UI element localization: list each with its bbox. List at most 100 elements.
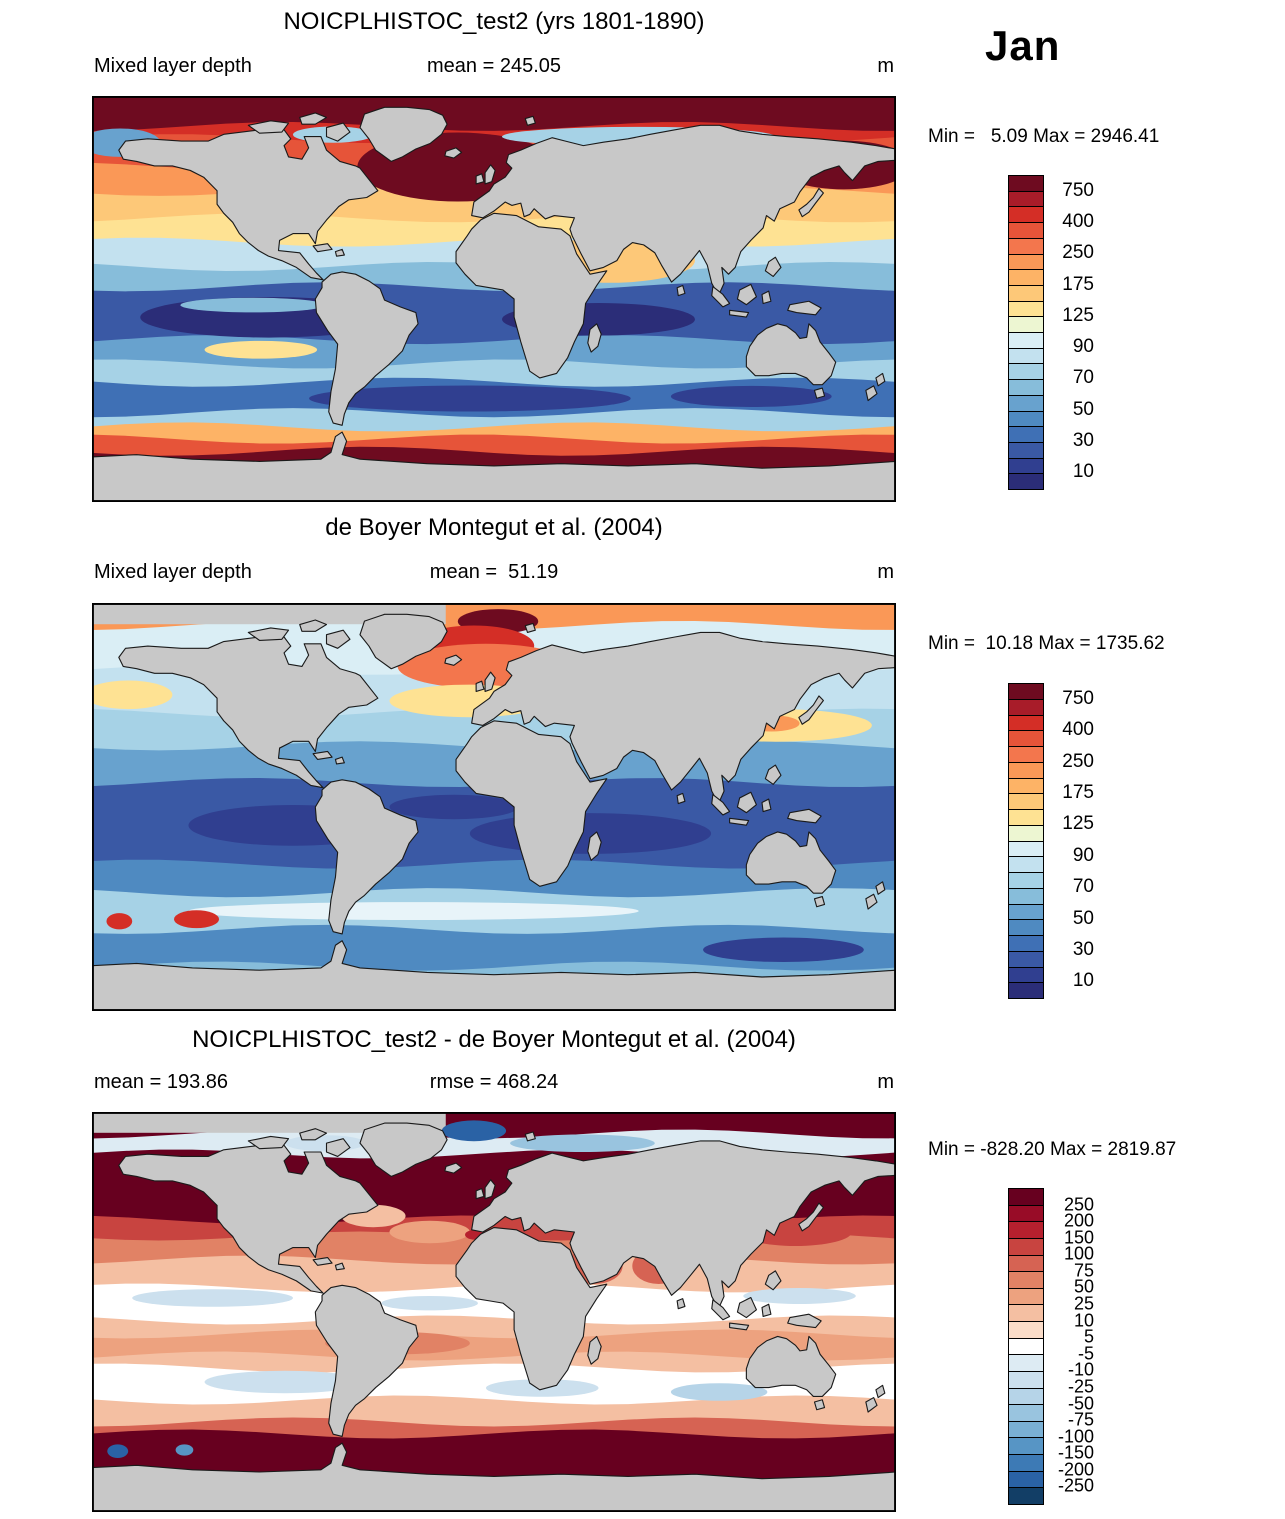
panel-model-stats-row: Mixed layer depth mean = 245.05 m	[92, 55, 896, 81]
colorbar-tick-label: 100	[1063, 1243, 1094, 1264]
colorbar-segment	[1009, 793, 1043, 809]
colorbar-segment	[1009, 1304, 1043, 1321]
colorbar-tick-label: 400	[1062, 719, 1094, 741]
colorbar-tick-label: 125	[1062, 304, 1094, 326]
colorbar-segment	[1009, 982, 1043, 998]
mean-label: mean = 193.86	[94, 1071, 228, 1093]
colorbar-tick-label: -200	[1057, 1459, 1094, 1480]
map-model	[92, 96, 896, 502]
colorbar-segment	[1009, 872, 1043, 888]
colorbar-segment	[1009, 206, 1043, 223]
colorbar-segment	[1009, 332, 1043, 348]
colorbar-segment	[1009, 1271, 1043, 1288]
colorbar-segment	[1009, 426, 1043, 442]
colorbar-tick-label: 70	[1072, 876, 1094, 898]
colorbar-segment	[1009, 1254, 1043, 1272]
colorbar-tick-label: 50	[1073, 1276, 1094, 1297]
mean-label: mean = 51.19	[429, 561, 559, 583]
field-label: Mixed layer depth	[94, 561, 252, 583]
colorbar-tick-label: -250	[1057, 1475, 1094, 1496]
colorbar-tick-label: -100	[1057, 1426, 1094, 1447]
colorbar-segment	[1009, 253, 1043, 270]
colorbar-segment	[1009, 698, 1043, 715]
colorbar-tick-label: 50	[1072, 907, 1094, 929]
panel-obs-stats-row: Mixed layer depth mean = 51.19 m	[92, 561, 896, 587]
colorbar-tick-label: -25	[1067, 1376, 1094, 1397]
colorbar-segment	[1009, 190, 1043, 207]
colorbar-tick-label: 70	[1072, 367, 1094, 389]
colorbar-tick-label: 250	[1062, 242, 1094, 264]
minmax-diff-label: Min = -828.20 Max = 2819.87	[928, 1139, 1177, 1160]
colorbar-segment	[1009, 746, 1043, 762]
colorbar-tick-label: 175	[1062, 781, 1094, 803]
colorbar-tick-label: 150	[1063, 1227, 1094, 1248]
colorbar-diff	[1008, 1188, 1044, 1505]
colorbar-tick-label: 90	[1072, 336, 1094, 358]
colorbar-segment	[1009, 237, 1043, 254]
colorbar-tick-label: 250	[1062, 750, 1094, 772]
continents-layer	[92, 1122, 896, 1512]
colorbar-segment	[1009, 1337, 1043, 1355]
colorbar-segment	[1009, 730, 1043, 746]
unit-label: m	[877, 561, 894, 583]
colorbar-segment	[1009, 809, 1043, 825]
colorbar-segment	[1009, 777, 1043, 794]
colorbar-tick-label: 5	[1083, 1326, 1094, 1347]
colorbar-segment	[1009, 316, 1043, 333]
colorbar-segment	[1009, 1437, 1043, 1454]
colorbar-segment	[1009, 457, 1043, 474]
panel-diff-title: NOICPLHISTOC_test2 - de Boyer Montegut e…	[192, 1026, 796, 1053]
colorbar-segment	[1009, 176, 1043, 191]
colorbar-segment	[1009, 363, 1043, 380]
colorbar-segment	[1009, 300, 1043, 317]
panel-obs-title: de Boyer Montegut et al. (2004)	[325, 514, 663, 541]
colorbar-obs	[1008, 683, 1044, 999]
colorbar-segment	[1009, 714, 1043, 731]
colorbar-segment	[1009, 1354, 1043, 1371]
colorbar-tick-label: 750	[1062, 687, 1094, 709]
colorbar-tick-label: 10	[1073, 1310, 1094, 1331]
colorbar-segment	[1009, 935, 1043, 951]
colorbar-segment	[1009, 1221, 1043, 1238]
colorbar-segment	[1009, 966, 1043, 983]
colorbar-tick-label: 50	[1072, 398, 1094, 420]
colorbar-segment	[1009, 473, 1043, 490]
colorbar-segment	[1009, 950, 1043, 967]
colorbar-segment	[1009, 761, 1043, 778]
colorbar-tick-label: -10	[1067, 1359, 1094, 1380]
colorbar-tick-label: 10	[1072, 461, 1094, 483]
rmse-label: rmse = 468.24	[429, 1071, 559, 1093]
colorbar-segment	[1009, 824, 1043, 841]
colorbar-segment	[1009, 887, 1043, 904]
colorbar-tick-label: 125	[1062, 813, 1094, 835]
minmax-obs-label: Min = 10.18 Max = 1735.62	[928, 633, 1165, 654]
colorbar-tick-label: -50	[1067, 1393, 1094, 1414]
map-diff	[92, 1112, 896, 1512]
colorbar-segment	[1009, 394, 1043, 411]
colorbar-tick-label: 400	[1062, 210, 1094, 232]
colorbar-tick-label: 175	[1062, 273, 1094, 295]
colorbar-segment	[1009, 1189, 1043, 1205]
colorbar-segment	[1009, 1404, 1043, 1421]
colorbar-segment	[1009, 1237, 1043, 1255]
month-label: Jan	[985, 22, 1061, 69]
colorbar-tick-label: 90	[1072, 844, 1094, 866]
field-label: Mixed layer depth	[94, 55, 252, 77]
colorbar-segment	[1009, 840, 1043, 857]
continents-layer	[92, 613, 896, 1011]
colorbar-segment	[1009, 441, 1043, 458]
colorbar-segment	[1009, 1487, 1043, 1504]
panel-model-title: NOICPLHISTOC_test2 (yrs 1801-1890)	[283, 8, 705, 35]
colorbar-tick-label: 10	[1072, 970, 1094, 992]
colorbar-segment	[1009, 379, 1043, 395]
colorbar-tick-label: 30	[1072, 430, 1094, 452]
colorbar-segment	[1009, 410, 1043, 427]
unit-label: m	[877, 1071, 894, 1093]
colorbar-segment	[1009, 1420, 1043, 1438]
colorbar-tick-label: 750	[1062, 179, 1094, 201]
colorbar-segment	[1009, 1204, 1043, 1222]
colorbar-segment	[1009, 1321, 1043, 1338]
panel-diff-stats-row: mean = 193.86 rmse = 468.24 m	[92, 1071, 896, 1097]
colorbar-segment	[1009, 347, 1043, 364]
colorbar-tick-label: -75	[1067, 1409, 1094, 1430]
